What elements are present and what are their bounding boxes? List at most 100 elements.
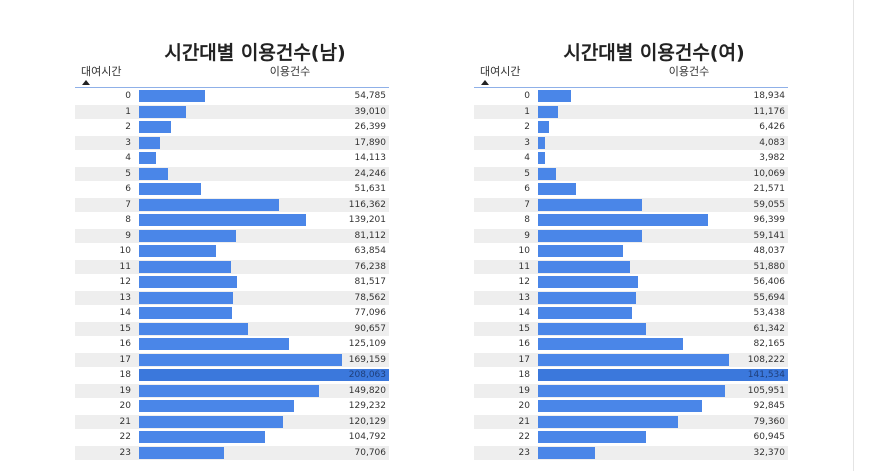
table-row[interactable]: 12 81,517 [75,275,389,289]
table-row[interactable]: 15 61,342 [474,321,788,336]
bar[interactable] [538,276,638,288]
bar[interactable] [139,260,231,273]
table-row[interactable]: 19 105,951 [474,383,788,398]
table-row[interactable]: 8 96,399 [474,213,788,227]
bar[interactable] [538,167,556,180]
table-row[interactable]: 6 21,571 [474,182,788,196]
bar[interactable] [139,229,237,242]
bar[interactable] [538,245,623,257]
bar[interactable] [139,276,237,288]
bar[interactable] [139,353,343,366]
table-row[interactable]: 21 79,360 [474,414,788,429]
table-row[interactable]: 2 6,426 [474,120,788,134]
table-row[interactable]: 13 55,694 [474,290,788,305]
bar[interactable] [538,136,546,149]
table-row[interactable]: 13 78,562 [75,290,389,305]
bar[interactable] [538,384,726,397]
bar[interactable] [538,105,558,118]
table-row[interactable]: 20 129,232 [75,399,389,413]
table-row[interactable]: 14 77,096 [75,306,389,320]
bar[interactable] [538,322,647,335]
table-row[interactable]: 15 90,657 [75,321,389,336]
bar[interactable] [139,400,295,412]
bar[interactable] [538,291,637,304]
table-row[interactable]: 1 11,176 [474,104,788,119]
bar[interactable] [139,90,205,102]
column-header-rental-hour[interactable]: 대여시간 [81,65,122,78]
bar[interactable] [139,183,202,195]
bar[interactable] [538,183,577,195]
table-row[interactable]: 18 141,534 [474,368,788,382]
table-row[interactable]: 21 120,129 [75,414,389,429]
bar[interactable] [139,415,284,428]
column-header-rental-hour[interactable]: 대여시간 [480,65,521,78]
table-row[interactable]: 16 82,165 [474,337,788,351]
table-row[interactable]: 11 51,880 [474,259,788,274]
table-row[interactable]: 9 81,112 [75,228,389,243]
bar[interactable] [538,353,730,366]
bar[interactable] [139,446,224,459]
sort-ascending-icon[interactable] [82,80,90,85]
bar[interactable] [538,338,684,350]
table-row[interactable]: 23 32,370 [474,445,788,460]
sort-ascending-icon[interactable] [481,80,489,85]
table-row[interactable]: 10 63,854 [75,244,389,258]
table-row[interactable]: 6 51,631 [75,182,389,196]
table-row[interactable]: 5 10,069 [474,166,788,181]
table-row[interactable]: 4 14,113 [75,151,389,165]
bar[interactable] [139,307,232,319]
table-row[interactable]: 2 26,399 [75,120,389,134]
table-row[interactable]: 1 39,010 [75,104,389,119]
bar[interactable] [139,105,186,118]
table-row[interactable]: 11 76,238 [75,259,389,274]
table-row[interactable]: 5 24,246 [75,166,389,181]
table-row[interactable]: 7 59,055 [474,197,788,212]
bar[interactable] [139,214,307,226]
table-row[interactable]: 17 169,159 [75,352,389,367]
table-row[interactable]: 23 70,706 [75,445,389,460]
column-header-usage-count[interactable]: 이용건수 [269,65,311,78]
bar[interactable] [139,136,161,149]
bar[interactable] [139,338,290,350]
table-row[interactable]: 4 3,982 [474,151,788,165]
table-row[interactable]: 3 17,890 [75,135,389,150]
bar[interactable] [139,431,265,443]
table-row[interactable]: 20 92,845 [474,399,788,413]
table-row[interactable]: 9 59,141 [474,228,788,243]
table-row[interactable]: 22 60,945 [474,430,788,444]
bar[interactable] [538,198,643,211]
bar[interactable] [139,121,171,133]
table-row[interactable]: 10 48,037 [474,244,788,258]
bar[interactable] [538,415,679,428]
bar[interactable] [538,446,596,459]
bar[interactable] [538,229,643,242]
table-row[interactable]: 22 104,792 [75,430,389,444]
bar[interactable] [139,198,279,211]
table-row[interactable]: 8 139,201 [75,213,389,227]
table-row[interactable]: 12 56,406 [474,275,788,289]
bar[interactable] [538,400,702,412]
column-header-usage-count[interactable]: 이용건수 [668,65,710,78]
bar[interactable] [538,121,550,133]
bar[interactable] [139,322,248,335]
bar[interactable] [139,167,169,180]
table-row[interactable]: 0 54,785 [75,89,389,103]
table-row[interactable]: 14 53,438 [474,306,788,320]
bar[interactable] [538,431,646,443]
bar[interactable] [139,384,320,397]
bar[interactable] [139,245,216,257]
bar[interactable] [139,369,389,381]
table-row[interactable]: 17 108,222 [474,352,788,367]
table-row[interactable]: 16 125,109 [75,337,389,351]
table-row[interactable]: 19 149,820 [75,383,389,398]
table-row[interactable]: 18 208,063 [75,368,389,382]
bar[interactable] [538,369,788,381]
bar[interactable] [538,90,572,102]
table-row[interactable]: 0 18,934 [474,89,788,103]
bar[interactable] [538,214,709,226]
bar[interactable] [538,152,546,164]
table-row[interactable]: 3 4,083 [474,135,788,150]
bar[interactable] [538,307,633,319]
bar[interactable] [139,152,156,164]
bar[interactable] [139,291,234,304]
